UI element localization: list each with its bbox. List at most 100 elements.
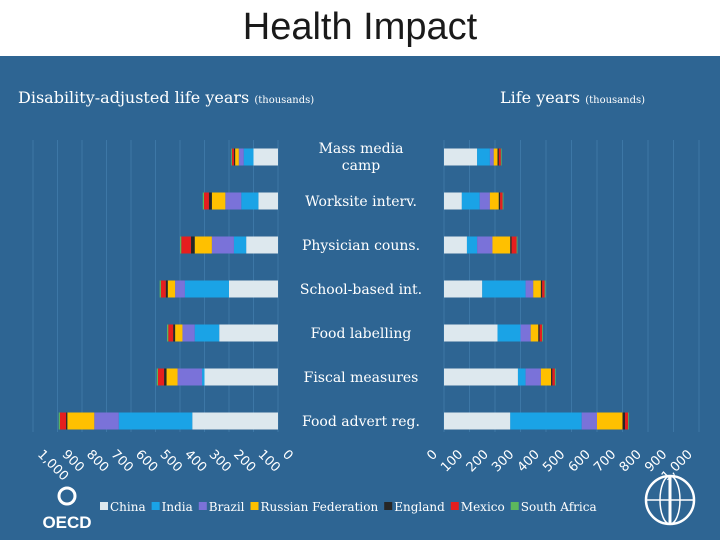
legend-swatch <box>384 502 393 510</box>
category-label: Worksite interv. <box>305 194 417 210</box>
category-label-cont: camp <box>342 158 380 174</box>
bar-left-india <box>194 324 220 342</box>
bar-right-south-africa <box>502 192 504 210</box>
bar-left-south-africa <box>180 236 182 254</box>
left-tick-label: 600 <box>132 447 160 475</box>
bar-right-brazil <box>525 280 534 298</box>
left-tick-label: 400 <box>181 447 209 475</box>
bar-left-russian-federation <box>175 324 183 342</box>
bar-left-russian-federation <box>167 280 176 298</box>
bar-right-england <box>498 192 501 210</box>
bar-left-england <box>164 368 167 386</box>
bar-left-india <box>184 280 229 298</box>
bar-right-south-africa <box>542 324 543 342</box>
bar-left-india <box>233 236 247 254</box>
bar-left-mexico <box>231 148 234 166</box>
bar-left-england <box>66 412 68 430</box>
bar-left-russian-federation <box>211 192 226 210</box>
legend-swatch <box>151 502 160 510</box>
legend-label: England <box>394 500 445 514</box>
bar-right-india <box>517 368 526 386</box>
left-tick-label: 700 <box>108 447 136 475</box>
title-band <box>0 0 720 56</box>
right-axis-unit: (thousands) <box>585 95 646 106</box>
bar-right-india <box>482 280 526 298</box>
category-label: Mass media <box>319 141 404 157</box>
legend-swatch <box>100 502 108 510</box>
left-tick-label: 200 <box>230 447 258 475</box>
bar-left-russian-federation <box>166 368 178 386</box>
legend-label: Mexico <box>461 500 505 514</box>
bar-left-mexico <box>160 280 166 298</box>
bar-right-india <box>477 148 490 166</box>
right-tick-label: 700 <box>591 447 619 475</box>
bar-right-china <box>444 368 518 386</box>
bar-right-south-africa <box>500 148 502 166</box>
bar-left-south-africa <box>167 324 169 342</box>
bar-left-south-africa <box>159 280 161 298</box>
bar-right-england <box>540 280 543 298</box>
bar-right-brazil <box>520 324 531 342</box>
bar-right-south-africa <box>516 236 518 254</box>
bar-right-mexico <box>625 412 629 430</box>
bar-right-mexico <box>552 368 555 386</box>
bar-right-russian-federation <box>533 280 541 298</box>
bar-right-england <box>538 324 540 342</box>
category-label: Fiscal measures <box>304 370 419 386</box>
right-axis-label: Life years <box>500 88 581 107</box>
category-label: Food advert reg. <box>302 414 420 430</box>
legend-swatch <box>250 502 259 510</box>
bar-left-china <box>258 192 278 210</box>
left-axis-unit: (thousands) <box>254 95 315 106</box>
left-axis-label: Disability-adjusted life years <box>18 88 250 107</box>
bar-left-china <box>246 236 278 254</box>
bar-left-brazil <box>182 324 195 342</box>
bar-right-mexico <box>542 280 545 298</box>
bar-left-brazil <box>177 368 203 386</box>
bar-left-india <box>202 368 205 386</box>
bar-right-india <box>461 192 480 210</box>
right-tick-label: 300 <box>489 447 517 475</box>
bar-right-england <box>551 368 553 386</box>
bar-right-russian-federation <box>597 412 623 430</box>
category-label: Food labelling <box>311 326 412 342</box>
svg-text:OECD: OECD <box>42 513 91 532</box>
bar-left-china <box>219 324 278 342</box>
right-tick-label: 600 <box>566 447 594 475</box>
bar-right-mexico <box>500 192 503 210</box>
bar-left-brazil <box>94 412 119 430</box>
bar-left-china <box>229 280 278 298</box>
bar-right-russian-federation <box>540 368 552 386</box>
bar-right-south-africa <box>628 412 629 430</box>
bar-left-south-africa <box>58 412 60 430</box>
bar-left-south-africa <box>202 192 205 210</box>
oecd-logo: OECD <box>42 486 92 532</box>
left-tick-label: 500 <box>157 447 185 475</box>
bar-right-india <box>510 412 582 430</box>
bar-left-england <box>208 192 212 210</box>
bar-right-russian-federation <box>492 236 511 254</box>
bar-left-india <box>243 148 254 166</box>
left-tick-label: 800 <box>83 447 111 475</box>
legend-label: Russian Federation <box>261 500 379 514</box>
bar-right-brazil <box>581 412 597 430</box>
bar-left-england <box>233 148 236 166</box>
bar-left-south-africa <box>231 148 232 166</box>
category-label: Physician couns. <box>302 238 420 254</box>
bar-left-mexico <box>59 412 67 430</box>
bar-left-england <box>191 236 195 254</box>
bar-left-mexico <box>181 236 192 254</box>
bar-right-mexico <box>539 324 543 342</box>
legend-label: South Africa <box>521 500 597 514</box>
bar-right-brazil <box>489 148 494 166</box>
bar-right-china <box>444 280 483 298</box>
bar-right-india <box>466 236 478 254</box>
bar-right-south-africa <box>554 368 556 386</box>
bar-left-brazil <box>238 148 244 166</box>
right-tick-label: 100 <box>438 447 466 475</box>
legend-swatch <box>450 502 459 510</box>
bar-right-brazil <box>525 368 541 386</box>
bar-left-england <box>173 324 176 342</box>
bar-left-india <box>118 412 193 430</box>
